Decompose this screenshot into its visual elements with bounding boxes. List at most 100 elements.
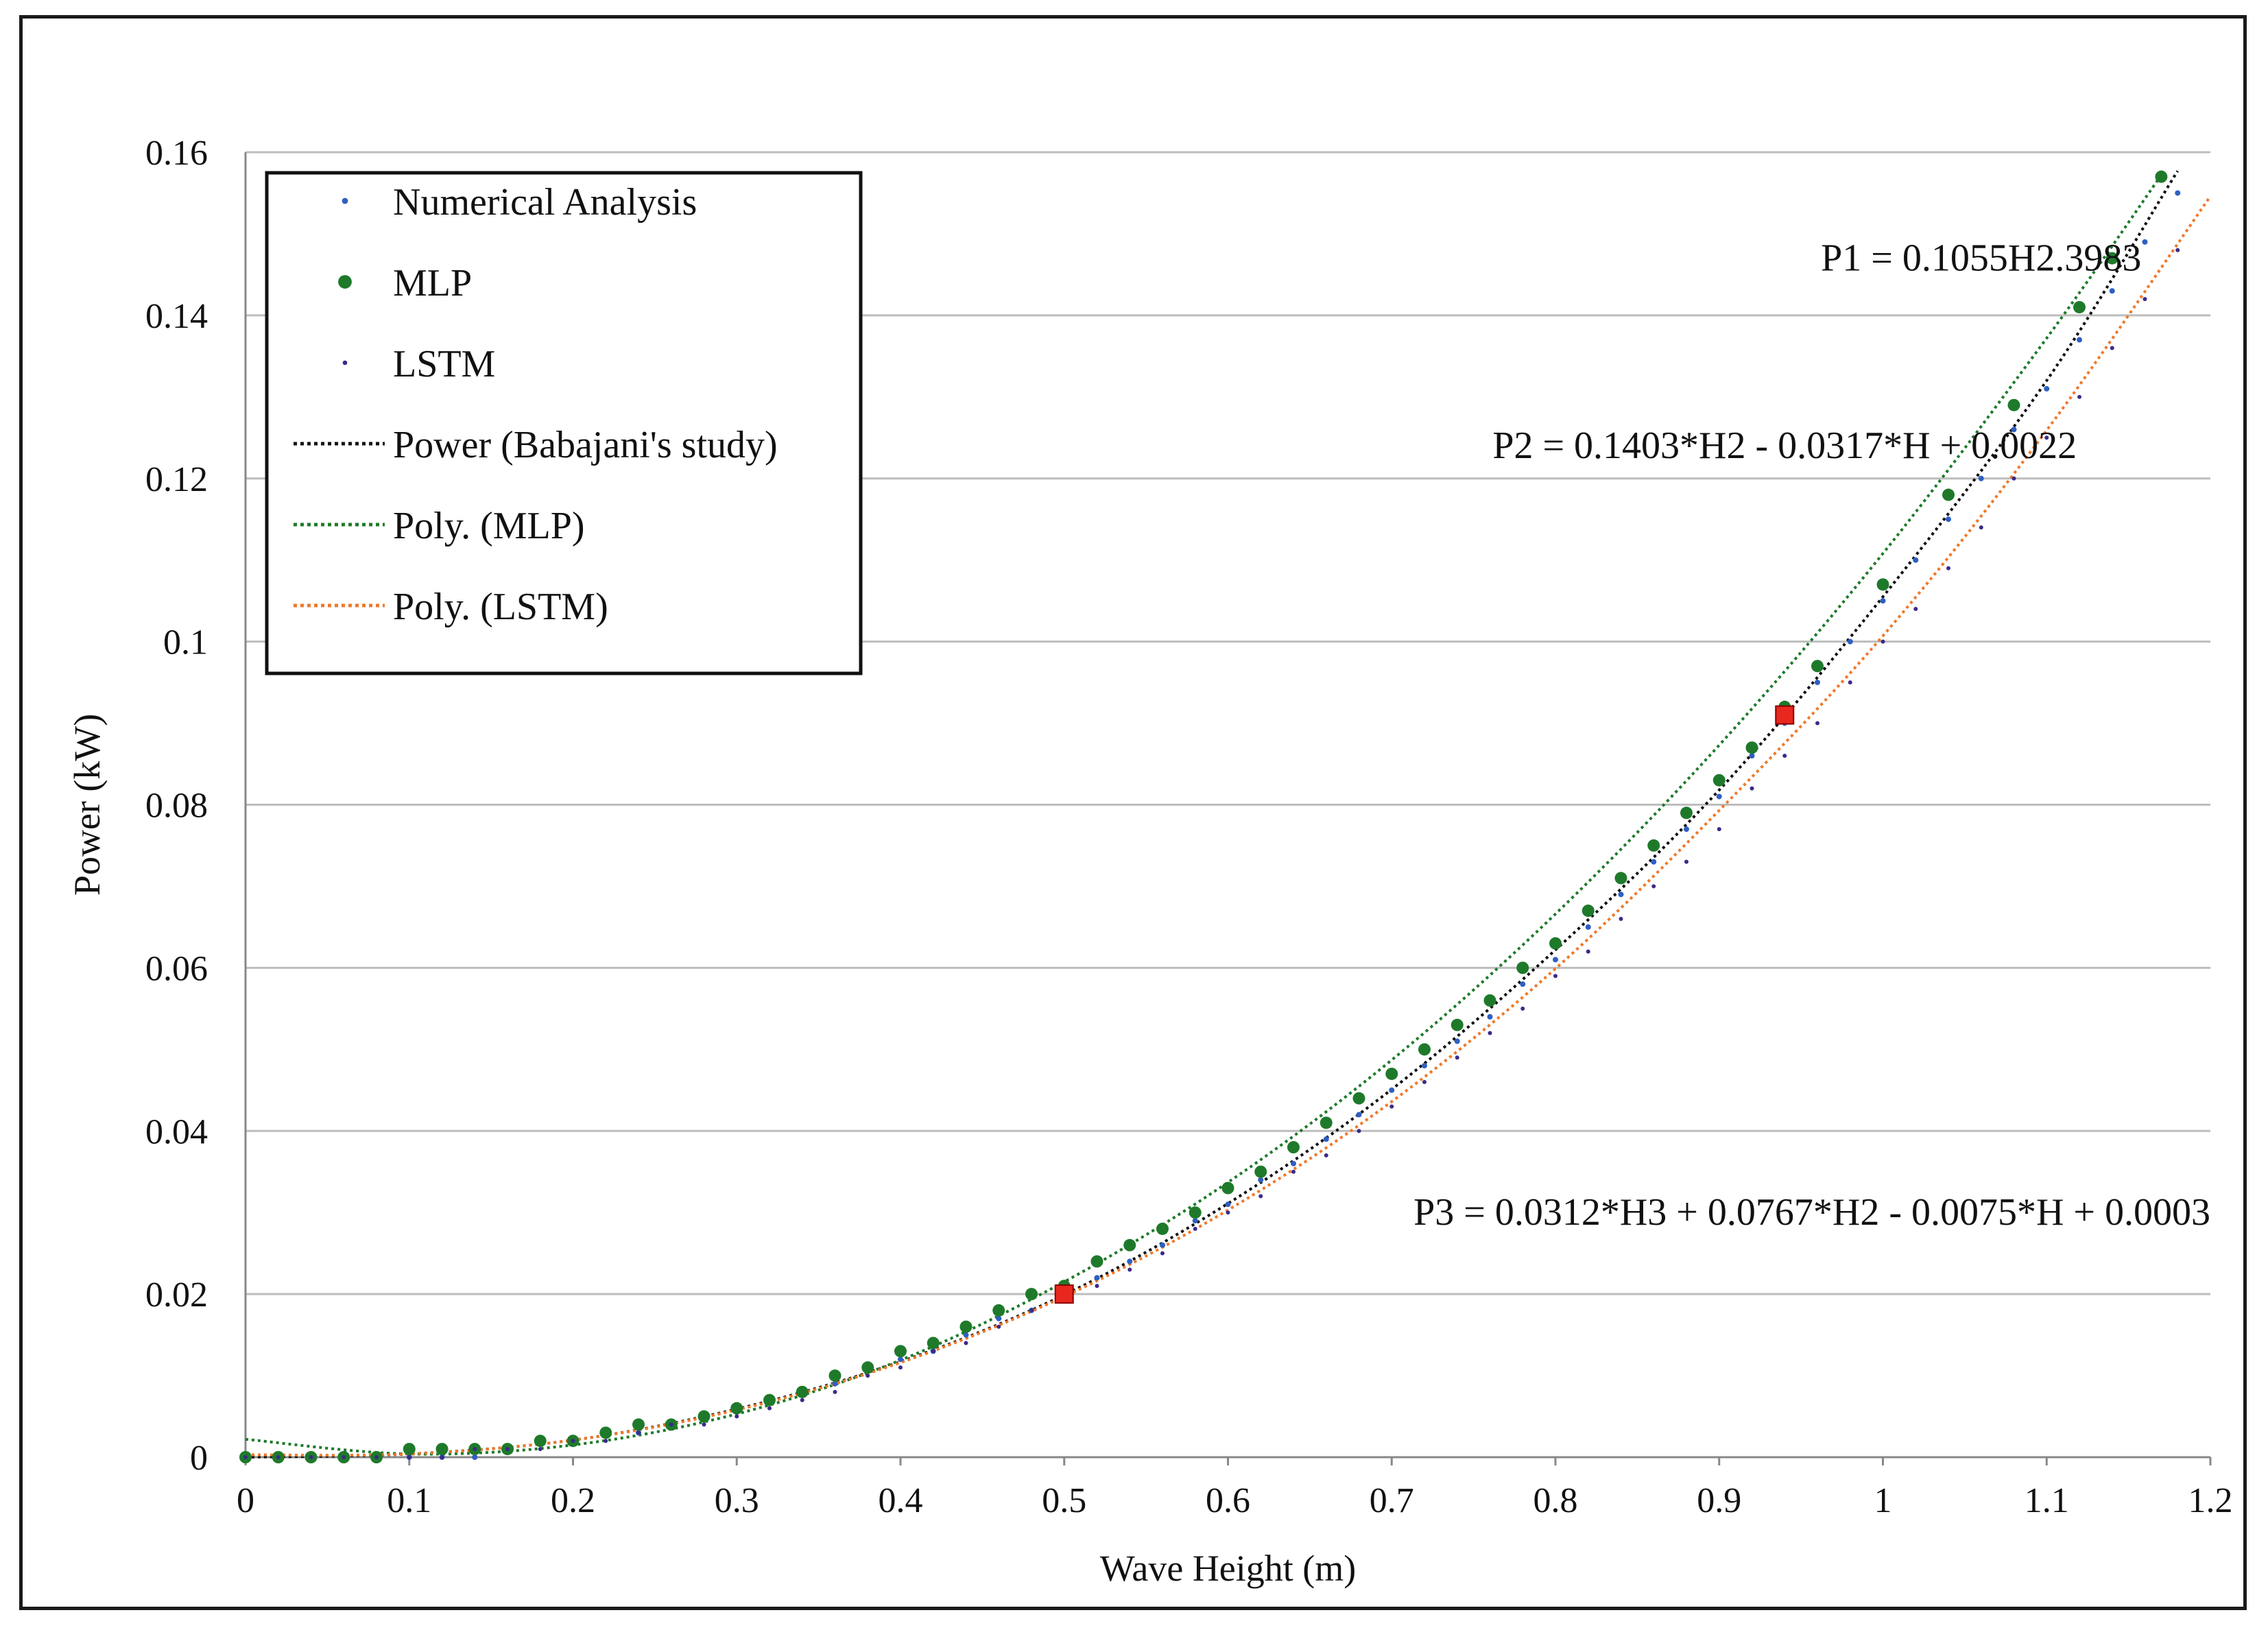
point-mlp-32: [1287, 1141, 1300, 1154]
point-lstm-40: [1553, 974, 1557, 979]
point-lstm-5: [407, 1455, 411, 1459]
point-mlp-53: [2105, 252, 2118, 265]
point-numerical-analysis-46: [1749, 753, 1755, 759]
point-numerical-analysis-40: [1553, 957, 1558, 963]
point-lstm-46: [1750, 786, 1754, 791]
point-mlp-24: [1025, 1288, 1038, 1301]
point-mlp-39: [1516, 961, 1529, 974]
point-lstm-41: [1586, 949, 1590, 954]
x-tick-label-10: 1: [1874, 1481, 1892, 1520]
point-lstm-10: [571, 1439, 575, 1443]
point-lstm-12: [636, 1430, 641, 1435]
x-tick-label-11: 1.1: [2025, 1481, 2069, 1520]
point-numerical-analysis-55: [2044, 385, 2050, 392]
point-mlp-14: [697, 1410, 711, 1423]
point-mlp-34: [1352, 1092, 1365, 1105]
point-numerical-analysis-48: [1815, 680, 1820, 686]
point-numerical-analysis-26: [1094, 1275, 1100, 1281]
point-lstm-35: [1389, 1104, 1394, 1109]
point-lstm-50: [1881, 639, 1885, 644]
legend-marker-mlp: [338, 275, 352, 289]
legend-item-poly-lstm: Poly. (LSTM): [294, 586, 608, 628]
x-tick-label-6: 0.6: [1206, 1481, 1250, 1520]
point-numerical-analysis-54: [2011, 427, 2017, 433]
point-lstm-24: [1029, 1308, 1034, 1313]
legend-item-mlp: MLP: [338, 262, 472, 304]
series-lstm: [243, 248, 2180, 1459]
point-numerical-analysis-36: [1422, 1063, 1427, 1069]
point-numerical-analysis-56: [2077, 337, 2082, 343]
x-tick-label-5: 0.5: [1042, 1481, 1086, 1520]
point-lstm-51: [1913, 607, 1918, 612]
legend-label-lstm: LSTM: [393, 343, 495, 385]
legend-item-power-babajani-s-study: Power (Babajani's study): [294, 424, 778, 466]
chart-svg: 0 0.1 0.2 0.3 0.4 0.5 0.6 0.7 0.8 0.9 1 1.1 1.2 0 0.0…: [67, 134, 2233, 1589]
point-mlp-46: [1745, 741, 1758, 754]
point-mlp-9: [534, 1435, 547, 1448]
point-lstm-6: [440, 1455, 444, 1459]
highlight-point-1: [1775, 705, 1795, 725]
point-numerical-analysis-35: [1389, 1087, 1395, 1093]
point-numerical-analysis-18: [832, 1380, 838, 1387]
point-numerical-analysis-53: [1978, 475, 1984, 481]
x-tick-label-2: 0.2: [551, 1481, 595, 1520]
legend-label-mlp: MLP: [393, 262, 472, 304]
point-lstm-15: [735, 1414, 739, 1419]
point-mlp-30: [1221, 1182, 1234, 1195]
legend: Numerical Analysis MLP LSTM Power (Babajani…: [265, 171, 863, 675]
point-mlp-44: [1680, 806, 1693, 819]
point-lstm-28: [1160, 1251, 1165, 1256]
point-numerical-analysis-52: [1946, 516, 1951, 523]
point-mlp-5: [403, 1443, 416, 1456]
point-numerical-analysis-22: [963, 1332, 969, 1338]
point-lstm-43: [1651, 884, 1656, 889]
y-tick-label-0: 0: [190, 1439, 208, 1478]
point-numerical-analysis-58: [2142, 239, 2148, 245]
point-lstm-14: [702, 1422, 706, 1427]
point-mlp-40: [1549, 937, 1562, 950]
point-numerical-analysis-49: [1847, 638, 1853, 645]
point-numerical-analysis-37: [1454, 1038, 1460, 1044]
point-mlp-41: [1581, 904, 1595, 918]
point-lstm-44: [1684, 859, 1688, 864]
point-mlp-43: [1647, 839, 1660, 852]
point-mlp-15: [730, 1402, 743, 1415]
point-mlp-52: [2073, 300, 2086, 313]
point-numerical-analysis-32: [1291, 1160, 1296, 1166]
point-mlp-31: [1254, 1165, 1267, 1178]
line-poly-mlp: [245, 174, 2163, 1456]
point-lstm-17: [800, 1398, 804, 1402]
y-tick-label-6: 0.12: [145, 460, 208, 499]
point-lstm-49: [1848, 680, 1852, 685]
point-numerical-analysis-39: [1520, 981, 1526, 987]
x-tick-label-12: 1.2: [2188, 1481, 2233, 1520]
legend-label-poly-mlp: Poly. (MLP): [393, 505, 585, 547]
point-lstm-29: [1193, 1226, 1197, 1231]
highlight-point-0: [1054, 1284, 1074, 1304]
x-axis-title: Wave Height (m): [1100, 1548, 1357, 1589]
point-mlp-23: [992, 1304, 1005, 1317]
point-lstm-27: [1127, 1267, 1132, 1272]
point-mlp-36: [1418, 1043, 1431, 1056]
point-numerical-analysis-34: [1356, 1112, 1362, 1118]
legend-label-power-babajani-s-study: Power (Babajani's study): [393, 424, 778, 466]
equation-p2: P2 = 0.1403*H2 - 0.0317*H + 0.0022: [1492, 424, 2077, 467]
point-lstm-54: [2012, 476, 2016, 481]
point-mlp-50: [1942, 488, 1955, 501]
point-numerical-analysis-41: [1585, 924, 1591, 930]
point-numerical-analysis-20: [898, 1356, 903, 1363]
point-lstm-1: [276, 1455, 280, 1459]
point-lstm-19: [866, 1374, 870, 1378]
point-numerical-analysis-45: [1716, 793, 1722, 800]
point-mlp-19: [861, 1361, 874, 1374]
point-lstm-7: [473, 1447, 477, 1452]
point-lstm-2: [309, 1455, 313, 1459]
legend-marker-numerical-analysis: [342, 197, 348, 204]
point-lstm-37: [1455, 1055, 1459, 1060]
x-tick-label-8: 0.8: [1533, 1481, 1578, 1520]
x-tick-label-4: 0.4: [879, 1481, 923, 1520]
point-lstm-13: [669, 1422, 673, 1427]
point-lstm-47: [1782, 754, 1787, 758]
point-lstm-52: [1946, 566, 1950, 571]
y-tick-labels: 0 0.02 0.04 0.06 0.08 0.1 0.12 0.14 0.16: [145, 134, 208, 1478]
